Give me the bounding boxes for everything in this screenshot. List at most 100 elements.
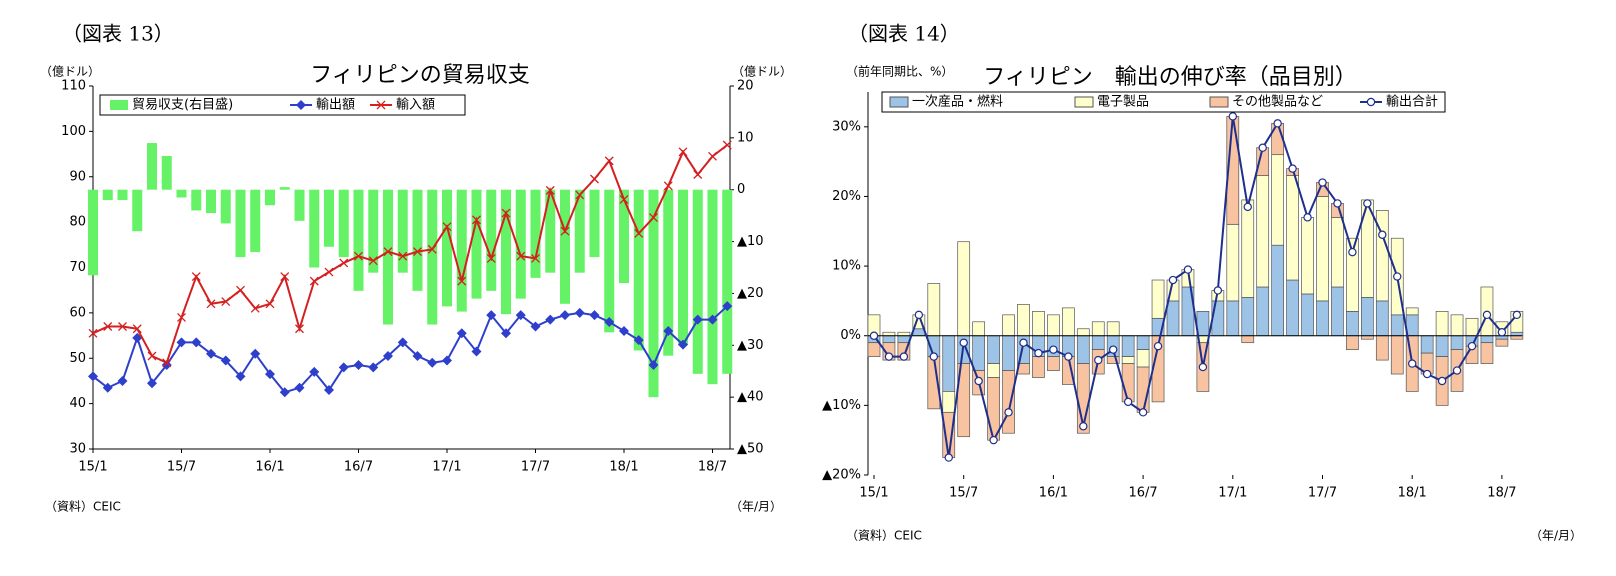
bar: [722, 189, 733, 374]
caption: （図表 13）: [62, 22, 174, 46]
marker: [530, 321, 541, 332]
marker: [88, 328, 98, 338]
marker: [486, 310, 497, 321]
marker: [1288, 164, 1297, 173]
marker: [339, 258, 349, 268]
chart-title: フィリピンの貿易収支: [310, 63, 530, 88]
legend-label: 輸入額: [396, 98, 435, 113]
marker: [1198, 362, 1208, 372]
bar: [957, 241, 971, 337]
bar: [1346, 335, 1359, 351]
marker: [531, 253, 540, 263]
marker: [722, 301, 733, 312]
bar: [427, 189, 438, 325]
bar: [942, 335, 956, 392]
bar: [442, 189, 452, 307]
marker: [235, 371, 246, 382]
marker: [250, 348, 261, 359]
marker: [545, 314, 556, 325]
marker: [707, 314, 718, 325]
bar: [324, 189, 334, 247]
bar: [1241, 199, 1255, 298]
bar: [867, 342, 881, 357]
marker: [974, 376, 983, 386]
marker: [1183, 265, 1193, 274]
marker: [619, 326, 629, 337]
marker: [1378, 230, 1387, 239]
x-tick-label: 18/1: [1398, 486, 1427, 501]
marker: [118, 322, 127, 331]
marker: [604, 316, 615, 327]
marker: [648, 360, 659, 371]
bar: [1106, 321, 1120, 337]
bar: [1151, 279, 1165, 319]
x-tick-label: 17/1: [1218, 486, 1247, 501]
marker: [1019, 338, 1028, 347]
bar: [1316, 196, 1329, 302]
y-tick-label: 80: [69, 215, 86, 230]
bar: [515, 189, 526, 299]
bar: [1032, 356, 1045, 378]
marker: [486, 253, 496, 263]
y-axis-label: （億ドル）: [40, 65, 100, 79]
marker: [1366, 97, 1376, 107]
marker: [589, 310, 600, 321]
marker: [1108, 345, 1118, 354]
legend-label: 輸出合計: [1386, 94, 1438, 110]
marker: [590, 174, 599, 184]
bar: [648, 189, 659, 398]
bar: [987, 363, 1000, 378]
bar: [1241, 297, 1255, 337]
bar: [1076, 335, 1090, 364]
marker: [102, 382, 113, 393]
bar: [663, 189, 674, 356]
y-axis-label: （前年同期比、%）: [846, 64, 953, 79]
bar: [560, 189, 570, 304]
bar: [1121, 363, 1135, 403]
marker: [1303, 213, 1312, 222]
marker: [1333, 199, 1342, 208]
marker: [265, 369, 275, 380]
marker: [692, 314, 703, 325]
bar: [1136, 349, 1150, 368]
marker: [324, 385, 334, 396]
bar: [912, 328, 926, 337]
legend-swatch: [1074, 96, 1094, 108]
y-tick-label: 70: [69, 260, 86, 275]
x-tick-label: 18/7: [1487, 486, 1516, 501]
bar: [1480, 335, 1494, 344]
legend-label: 輸出額: [316, 98, 355, 113]
bar: [368, 189, 379, 273]
bar: [1301, 293, 1314, 337]
bar: [987, 335, 1000, 364]
y2-tick-label: ▲10: [737, 234, 764, 249]
bar: [678, 189, 688, 346]
legend-box: [99, 94, 466, 116]
y2-tick-label: ▲50: [737, 442, 764, 457]
marker: [250, 303, 260, 313]
bar: [176, 189, 187, 198]
bar: [1256, 175, 1270, 288]
marker: [663, 181, 673, 191]
marker: [279, 387, 290, 398]
bar: [132, 189, 143, 232]
x-tick-label: 18/7: [698, 460, 727, 475]
bar: [279, 187, 290, 190]
marker: [427, 357, 438, 368]
legend-box: [881, 91, 1446, 113]
bar: [456, 189, 467, 312]
bar: [206, 189, 216, 214]
marker: [1049, 345, 1058, 354]
bar: [972, 321, 986, 337]
marker: [649, 213, 658, 223]
y-tick-label: 20%: [832, 189, 861, 204]
marker: [162, 358, 172, 368]
bar: [1375, 335, 1389, 361]
marker: [1228, 112, 1238, 121]
bar: [882, 335, 896, 344]
x-tick-label: 16/1: [255, 460, 284, 475]
bar: [1047, 356, 1060, 371]
bar: [1360, 297, 1374, 337]
bar: [1510, 335, 1524, 340]
marker: [619, 194, 629, 204]
